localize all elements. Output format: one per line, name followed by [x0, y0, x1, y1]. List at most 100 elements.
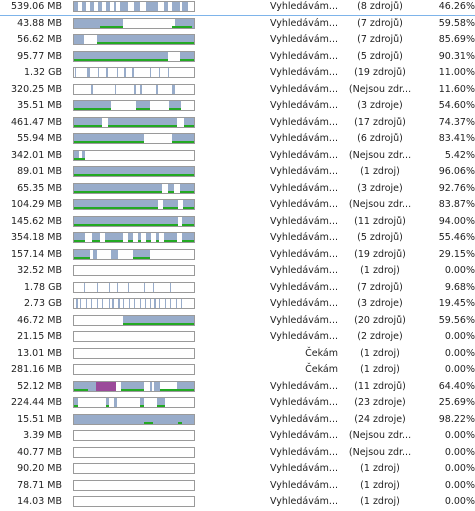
status-text: Vyhledávám... [270, 430, 338, 441]
download-row[interactable]: 89.01 MB Vyhledávám... (1 zdroj) 96.06% [0, 164, 475, 181]
status-text: Vyhledávám... [270, 397, 338, 408]
downloaded-segment [167, 183, 174, 193]
file-size: 281.16 MB [11, 364, 62, 375]
status-text: Vyhledávám... [270, 496, 338, 507]
available-segment [167, 190, 174, 193]
download-row[interactable]: 43.88 MB Vyhledávám... (7 zdrojů) 59.58% [0, 16, 475, 33]
percent-complete: 5.42% [444, 149, 475, 161]
downloaded-segment [168, 101, 181, 110]
downloaded-segment [132, 249, 150, 259]
download-row[interactable]: 281.16 MB Čekám (1 zdroj) 0.00% [0, 362, 475, 379]
downloaded-segment [183, 200, 194, 209]
available-segment [74, 108, 112, 110]
download-row[interactable]: 52.12 MB Vyhledávám... (11 zdrojů) 64.40% [0, 379, 475, 396]
downloaded-segment [74, 134, 144, 143]
available-segment [146, 240, 151, 242]
status-text: Vyhledávám... [270, 463, 338, 474]
progress-bar [73, 463, 195, 474]
download-row[interactable]: 95.77 MB Vyhledávám... (5 zdrojů) 90.31% [0, 49, 475, 66]
sources-count: (3 zdroje) [357, 298, 403, 309]
status-text: Vyhledávám... [270, 281, 338, 293]
file-size: 40.77 MB [17, 446, 62, 458]
download-row[interactable]: 354.18 MB Vyhledávám... (5 zdrojů) 55.46% [0, 230, 475, 247]
download-row[interactable]: 46.72 MB Vyhledávám... (20 zdrojů) 59.56% [0, 313, 475, 330]
download-row[interactable]: 15.51 MB Vyhledávám... (24 zdroje) 98.22% [0, 412, 475, 429]
download-row[interactable]: 35.51 MB Vyhledávám... (3 zdroje) 54.60% [0, 98, 475, 115]
file-size: 43.88 MB [17, 17, 62, 29]
available-segment [74, 388, 89, 391]
percent-complete: 94.00% [438, 215, 475, 227]
downloaded-segment [106, 398, 109, 407]
available-segment [74, 174, 194, 176]
download-row[interactable]: 2.73 GB Vyhledávám... (3 zdroje) 19.45% [0, 296, 475, 313]
downloaded-segment [74, 398, 78, 407]
downloaded-segment [117, 68, 119, 77]
status-text: Vyhledávám... [270, 331, 338, 342]
download-row[interactable]: 78.71 MB Vyhledávám... (1 zdroj) 0.00% [0, 478, 475, 495]
download-row[interactable]: 14.03 MB Vyhledávám... (1 zdroj) 0.00% [0, 494, 475, 511]
download-row[interactable]: 3.39 MB Vyhledávám... (Nejsou zdr... 0.00% [0, 428, 475, 445]
downloaded-segment [154, 299, 156, 308]
download-row[interactable]: 539.06 MB Vyhledávám... (8 zdrojů) 46.26% [0, 0, 475, 16]
downloaded-segment [131, 68, 134, 77]
available-segment [164, 240, 178, 242]
progress-bar [73, 17, 195, 29]
download-row[interactable]: 320.25 MB Vyhledávám... (Nejsou zdr... 11.6… [0, 82, 475, 99]
downloaded-segment [174, 18, 194, 28]
available-segment [128, 240, 133, 242]
status-text: Vyhledávám... [270, 34, 338, 45]
sources-count: (Nejsou zdr... [348, 430, 412, 441]
download-row[interactable]: 32.52 MB Vyhledávám... (1 zdroj) 0.00% [0, 263, 475, 280]
file-size: 65.35 MB [17, 182, 62, 194]
download-row[interactable]: 13.01 MB Čekám (1 zdroj) 0.00% [0, 346, 475, 363]
download-row[interactable]: 40.77 MB Vyhledávám... (Nejsou zdr... 0.00% [0, 445, 475, 462]
download-row[interactable]: 55.94 MB Vyhledávám... (6 zdrojů) 83.41% [0, 131, 475, 148]
sources-count: (1 zdroj) [360, 364, 400, 375]
downloaded-segment [74, 18, 124, 28]
file-size: 1.32 GB [23, 67, 62, 78]
progress-bar [73, 265, 195, 276]
downloaded-segment [159, 68, 161, 77]
downloaded-segment [184, 117, 194, 127]
download-row[interactable]: 104.29 MB Vyhledávám... (Nejsou zdr... 83.8… [0, 197, 475, 214]
sources-count: (19 zdrojů) [354, 67, 406, 78]
download-row[interactable]: 461.47 MB Vyhledávám... (17 zdrojů) 74.37% [0, 115, 475, 132]
downloaded-segment [111, 249, 119, 259]
download-row[interactable]: 342.01 MB Vyhledávám... (Nejsou zdr... 5.42… [0, 148, 475, 165]
download-row[interactable]: 1.32 GB Vyhledávám... (19 zdrojů) 11.00% [0, 65, 475, 82]
download-row[interactable]: 157.14 MB Vyhledávám... (19 zdrojů) 29.15% [0, 247, 475, 264]
percent-complete: 0.00% [444, 265, 475, 276]
download-row[interactable]: 56.62 MB Vyhledávám... (7 zdrojů) 85.69% [0, 32, 475, 49]
download-row[interactable]: 1.78 GB Vyhledávám... (7 zdrojů) 9.68% [0, 280, 475, 297]
download-row[interactable]: 90.20 MB Vyhledávám... (1 zdroj) 0.00% [0, 461, 475, 478]
downloaded-segment [74, 150, 79, 160]
percent-complete: 0.00% [444, 479, 475, 491]
status-text: Vyhledávám... [270, 166, 338, 177]
sources-count: (Nejsou zdr... [348, 149, 412, 161]
available-segment [74, 405, 78, 407]
downloaded-segment [96, 282, 98, 292]
file-size: 13.01 MB [17, 347, 62, 359]
status-text: Vyhledávám... [270, 314, 338, 326]
downloaded-segment [74, 2, 78, 11]
available-segment [172, 141, 194, 143]
percent-complete: 0.00% [444, 364, 475, 375]
downloaded-segment [144, 299, 146, 308]
download-row[interactable]: 21.15 MB Vyhledávám... (2 zdroje) 0.00% [0, 329, 475, 346]
progress-bar [73, 34, 195, 45]
download-row[interactable]: 145.62 MB Vyhledávám... (11 zdrojů) 94.00% [0, 214, 475, 231]
downloaded-segment [164, 2, 168, 11]
downloaded-segment [74, 216, 179, 226]
sources-count: (2 zdroje) [357, 331, 403, 342]
downloaded-segment [134, 299, 136, 308]
progress-bar [73, 331, 195, 342]
download-row[interactable]: 224.44 MB Vyhledávám... (23 zdroje) 25.69% [0, 395, 475, 412]
sources-count: (8 zdrojů) [357, 1, 403, 12]
available-segment [105, 240, 124, 242]
downloaded-segment [98, 68, 100, 77]
download-row[interactable]: 65.35 MB Vyhledávám... (3 zdroje) 92.76% [0, 181, 475, 198]
percent-complete: 59.56% [438, 314, 475, 326]
percent-complete: 0.00% [444, 446, 475, 458]
active-segment [95, 381, 116, 391]
percent-complete: 46.26% [438, 1, 475, 12]
